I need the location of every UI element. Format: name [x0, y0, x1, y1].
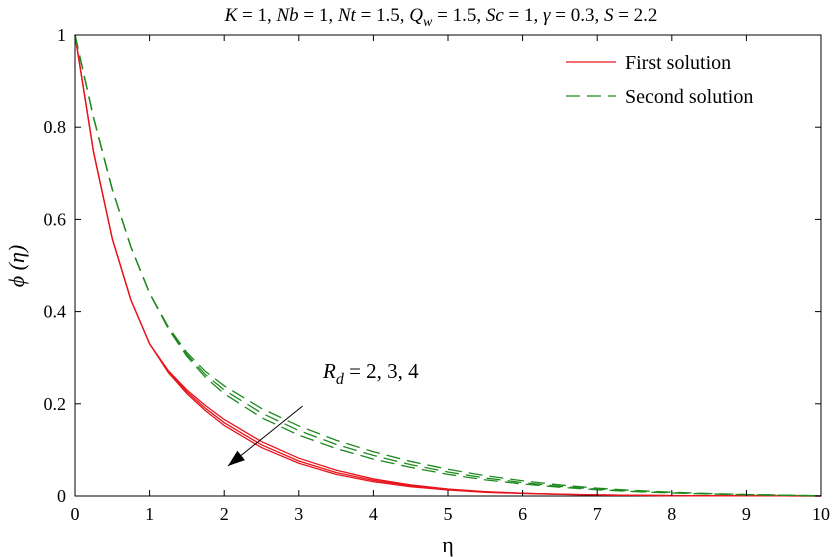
title-part: = 1,: [504, 5, 543, 26]
chart-title-text: K = 1, Nb = 1, Nt = 1.5, Qw = 1.5, Sc = …: [224, 5, 658, 30]
title-part: S: [604, 5, 614, 26]
chart-title: K = 1, Nb = 1, Nt = 1.5, Qw = 1.5, Sc = …: [224, 5, 658, 30]
y-tick-label: 0.2: [44, 394, 67, 414]
title-part: Nt: [337, 5, 357, 26]
title-part: = 0.3,: [551, 5, 604, 26]
second-solution-line-1: [74, 34, 822, 497]
y-tick-label: 0.6: [44, 209, 67, 229]
x-tick-label: 5: [444, 504, 453, 524]
x-tick-label: 2: [220, 504, 229, 524]
x-tick-label: 4: [369, 504, 378, 524]
annotation-rd: Rd = 2, 3, 4: [227, 359, 419, 467]
second-solution-line-2: [74, 34, 822, 497]
annotation-part: R: [322, 359, 336, 383]
plot-area: [74, 34, 822, 497]
x-axis-label: η: [442, 532, 454, 557]
title-part: Sc: [486, 5, 505, 26]
title-part: w: [423, 15, 433, 30]
x-tick-label: 0: [71, 504, 80, 524]
title-part: = 1,: [237, 5, 276, 26]
title-part: K: [224, 5, 239, 26]
legend: First solution Second solution: [566, 52, 753, 108]
y-tick-label: 0: [57, 486, 66, 506]
y-tick-label: 0.8: [44, 117, 67, 137]
title-part: = 2.2: [613, 5, 657, 26]
axis-ticks: [74, 34, 822, 497]
title-part: = 1.5,: [356, 5, 409, 26]
legend-label: First solution: [625, 52, 731, 74]
x-tick-label: 9: [742, 504, 751, 524]
x-tick-label: 3: [294, 504, 303, 524]
x-tick-label: 10: [812, 504, 830, 524]
x-tick-label: 1: [145, 504, 154, 524]
x-tick-label: 6: [518, 504, 527, 524]
legend-label: Second solution: [625, 86, 753, 108]
x-tick-labels: 0 1 2 3 4 5 6 7 8 9 10: [71, 504, 831, 524]
x-tick-label: 7: [593, 504, 602, 524]
annotation-part: d: [336, 371, 345, 388]
y-axis-label: ϕ (η): [4, 245, 29, 287]
title-part: = 1.5,: [432, 5, 485, 26]
annotation-part: = 2, 3, 4: [344, 359, 419, 383]
x-tick-label: 8: [667, 504, 676, 524]
y-tick-label: 1: [57, 25, 66, 45]
title-part: Q: [409, 5, 423, 26]
title-part: Nb: [275, 5, 298, 26]
annotation-text: Rd = 2, 3, 4: [322, 359, 419, 388]
y-tick-labels: 0 0.2 0.4 0.6 0.8 1: [44, 25, 67, 506]
title-part: γ: [543, 5, 551, 26]
second-solution-line-3: [74, 34, 822, 497]
title-part: = 1,: [299, 5, 338, 26]
y-tick-label: 0.4: [44, 302, 67, 322]
annotation-arrowhead: [227, 450, 245, 467]
